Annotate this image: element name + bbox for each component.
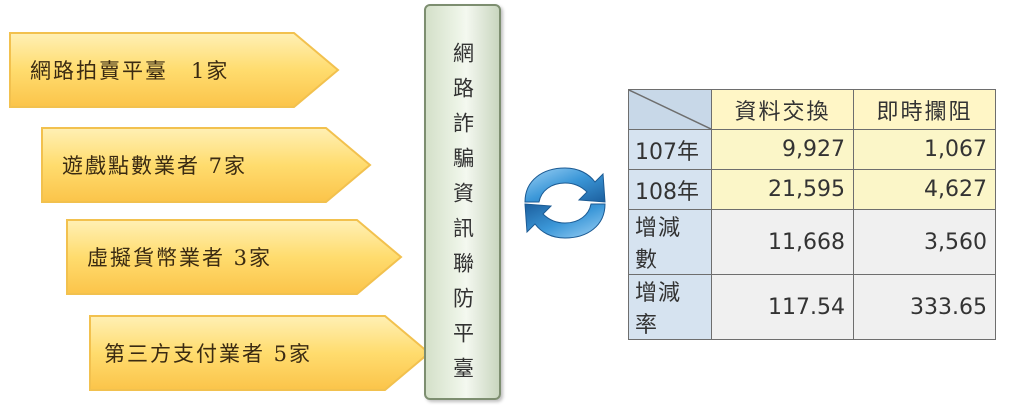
table-row: 增減率 117.54 333.65 — [628, 274, 996, 340]
row-label: 108年 — [628, 169, 712, 210]
column-header-data-exchange: 資料交換 — [711, 89, 854, 130]
cell-value: 117.54 — [711, 274, 854, 340]
company-label: 網路拍賣平臺 1家 — [30, 59, 230, 83]
company-arrow-game-points: 遊戲點數業者 7家 — [40, 126, 374, 204]
fraud-info-platform: 網路詐騙資訊聯防平臺 — [424, 4, 501, 400]
table-row: 108年 21,595 4,627 — [628, 169, 996, 210]
arrow-shape — [89, 315, 431, 391]
cell-value: 333.65 — [853, 274, 996, 340]
arrow-shape — [9, 32, 340, 108]
table-corner-cell — [628, 89, 712, 130]
company-arrow-virtual-currency: 虛擬貨幣業者 3家 — [65, 218, 405, 296]
cell-value: 1,067 — [853, 129, 996, 170]
cell-value: 3,560 — [853, 209, 996, 275]
stats-table: 資料交換 即時攔阻 107年 9,927 1,067 108年 21,595 4… — [628, 89, 996, 340]
table-row: 增減數 11,668 3,560 — [628, 209, 996, 275]
company-label: 遊戲點數業者 7家 — [62, 154, 248, 178]
arrow-shape — [41, 127, 372, 203]
cell-value: 21,595 — [711, 169, 854, 210]
company-label: 虛擬貨幣業者 3家 — [87, 246, 273, 270]
row-label: 增減率 — [628, 274, 712, 340]
row-label: 107年 — [628, 129, 712, 170]
company-label: 第三方支付業者 5家 — [104, 342, 313, 366]
arrow-shape — [66, 219, 403, 295]
row-label: 增減數 — [628, 209, 712, 275]
column-header-instant-block: 即時攔阻 — [853, 89, 996, 130]
cell-value: 4,627 — [853, 169, 996, 210]
sync-arrows-icon — [517, 162, 613, 244]
cell-value: 9,927 — [711, 129, 854, 170]
cell-value: 11,668 — [711, 209, 854, 275]
company-arrow-third-party-payment: 第三方支付業者 5家 — [88, 314, 433, 392]
company-arrow-auction: 網路拍賣平臺 1家 — [8, 31, 342, 109]
table-header-row: 資料交換 即時攔阻 — [628, 89, 996, 130]
diagonal-line — [629, 90, 711, 129]
platform-title: 網路詐騙資訊聯防平臺 — [450, 42, 475, 392]
table-row: 107年 9,927 1,067 — [628, 129, 996, 170]
